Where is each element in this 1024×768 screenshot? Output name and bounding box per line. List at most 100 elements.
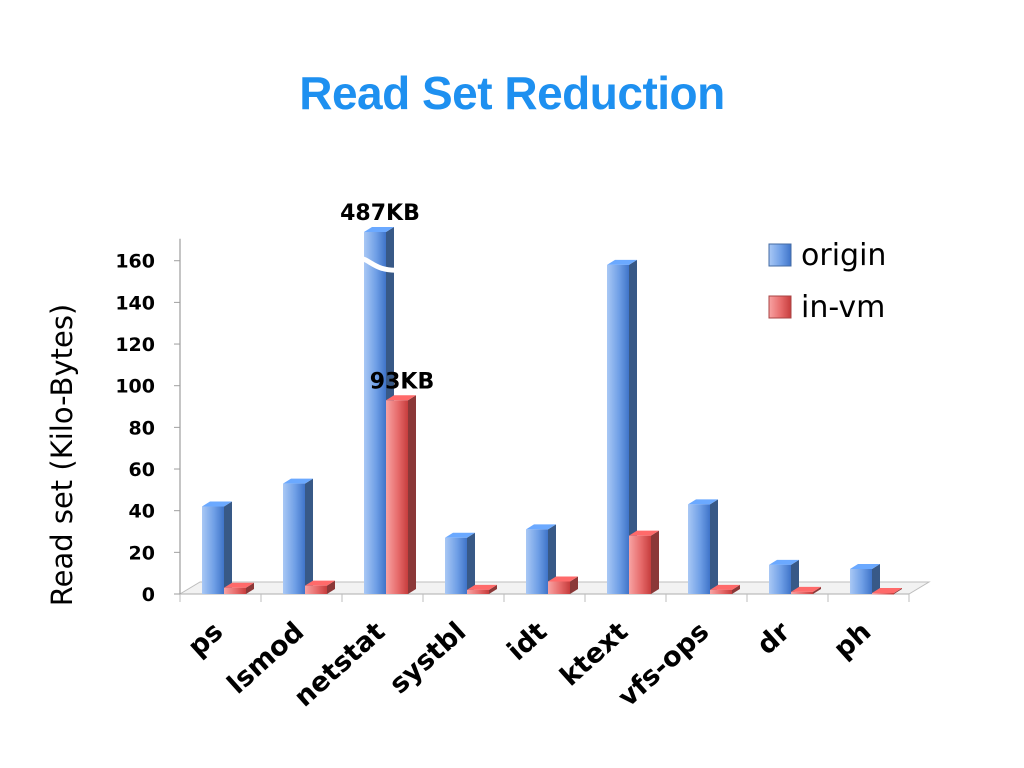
bar-in-vm-ph-side [894,587,902,594]
bar-in-vm-ps-top [224,582,254,588]
bars [202,227,902,595]
bar-in-vm-ktext-top [629,530,659,536]
bar-in-vm-ph-top [872,587,902,593]
y-axis: 0 20 40 60 80 100 120 140 160 Read set (Kilo-Byte… [45,238,181,606]
bar-origin-ph-side [872,564,880,594]
bar-in-vm-netstat-front [386,400,408,594]
bar-in-vm-ps-front [224,587,246,594]
x-tick-label-ps: ps [182,616,229,663]
chart-title: Read Set Reduction [299,67,725,119]
bar-in-vm-vfs-ops-top [710,584,740,590]
bar-origin-dr-top [769,559,799,565]
y-tick-label: 140 [115,292,155,314]
bar-origin-vfs-ops-top [688,499,718,505]
y-tick-label: 20 [129,542,155,564]
bar-origin-systbl-top [445,532,475,538]
bar-in-vm-ph-front [872,592,894,595]
bar-in-vm-dr-top [791,586,821,592]
bar-in-vm-netstat-top [386,395,416,401]
bar-origin-idt [526,524,556,594]
y-tick-label: 0 [142,584,155,606]
bar-in-vm-idt-top [548,576,578,582]
bar-in-vm-idt [548,576,578,594]
bar-origin-lsmod-top [283,478,313,484]
bar-in-vm-ktext [629,530,659,594]
bar-in-vm-netstat-side [408,395,416,594]
bar-in-vm-systbl-top [467,584,497,590]
bar-origin-vfs-ops-front [688,504,710,594]
x-tick-label-vfs-ops: vfs-ops [612,616,715,713]
bar-origin-ps-side [224,501,232,594]
bar-in-vm-lsmod [305,580,335,594]
legend-swatch-in-vm [768,295,792,319]
y-tick-label: 40 [129,501,155,523]
bar-origin-ps [202,501,232,594]
bar-origin-ph-front [850,569,872,594]
bar-origin-ktext-side [629,259,637,594]
bar-in-vm-vfs-ops-side [732,584,740,594]
bar-origin-dr-side [791,559,799,594]
bar-origin-netstat-front [364,232,386,594]
bar-in-vm-vfs-ops [710,584,740,594]
y-tick-label: 100 [115,376,155,398]
bar-origin-netstat-top [364,227,394,232]
x-tick-label-dr: dr [751,616,797,661]
bar-origin-ktext-top [607,259,637,265]
bar-in-vm-idt-front [548,581,570,594]
bar-origin-systbl-front [445,537,467,594]
annotation-487kb: 487KB [340,201,420,226]
bar-origin-ps-top [202,501,232,507]
bar-in-vm-ph [872,587,902,595]
bar-in-vm-systbl-side [489,584,497,594]
y-tick-label: 160 [115,251,155,273]
bar-in-vm-dr-front [791,591,813,594]
x-tick-label-ph: ph [828,616,877,665]
bar-in-vm-idt-side [570,576,578,594]
bar-origin-idt-front [526,529,548,594]
bar-in-vm-lsmod-front [305,585,327,594]
y-tick-label: 80 [129,417,155,439]
bar-in-vm-ps-side [246,582,254,594]
bar-in-vm-systbl-front [467,589,489,594]
bar-in-vm-netstat [386,395,416,594]
x-tick-label-systbl: systbl [384,616,473,700]
bar-origin-systbl [445,532,475,594]
bar-origin-ph-top [850,564,880,570]
bar-origin-vfs-ops-side [710,499,718,594]
bar-origin-ps-front [202,506,224,594]
x-tick-label-idt: idt [502,616,554,667]
legend-label-origin: origin [801,238,886,273]
bar-in-vm-lsmod-top [305,580,335,586]
legend-label-in-vm: in-vm [801,290,885,325]
bar-in-vm-lsmod-side [327,580,335,594]
x-tick-label-netstat: netstat [288,616,391,713]
bar-origin-idt-top [526,524,556,530]
bar-origin-lsmod-front [283,483,305,594]
bar-origin-dr-front [769,564,791,594]
bar-in-vm-systbl [467,584,497,594]
bar-origin-lsmod [283,478,313,594]
bar-origin-idt-side [548,524,556,594]
bar-in-vm-dr-side [813,586,821,594]
bar-in-vm-dr [791,586,821,594]
bar-in-vm-ktext-side [651,530,659,594]
bar-origin-systbl-side [467,532,475,594]
bar-origin-ktext-front [607,264,629,594]
bar-origin-ktext [607,259,637,594]
bar-origin-dr [769,559,799,594]
bar-in-vm-ktext-front [629,535,651,594]
annotation-93kb: 93KB [370,369,434,394]
bar-in-vm-ps [224,582,254,594]
bar-in-vm-vfs-ops-front [710,589,732,594]
bar-origin-ph [850,564,880,594]
legend-swatch-origin [768,243,792,267]
y-tick-label: 120 [115,334,155,356]
bar-origin-vfs-ops [688,499,718,594]
legend: origin in-vm [768,238,886,325]
y-tick-label: 60 [129,459,155,481]
y-axis-title: Read set (Kilo-Bytes) [45,304,79,606]
bar-origin-lsmod-side [305,478,313,594]
